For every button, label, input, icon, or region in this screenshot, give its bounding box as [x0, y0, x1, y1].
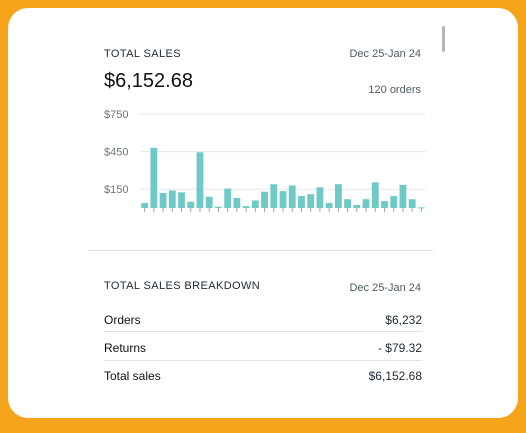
- chart-bar: [224, 188, 232, 208]
- chart-bar: [242, 206, 250, 208]
- total-sales-section: TOTAL SALES Dec 25-Jan 24 $6,152.68 120 …: [88, 8, 433, 251]
- chart-bar: [325, 202, 333, 208]
- chart-bar: [288, 185, 296, 208]
- chart-bar: [408, 199, 416, 208]
- chart-y-axis: $750 $450 $150: [104, 109, 128, 196]
- orders-count: 120 orders: [368, 84, 421, 96]
- chart-y-tick-label: $150: [104, 184, 128, 196]
- chart-bar: [215, 206, 222, 208]
- chart-bar: [334, 184, 342, 208]
- breakdown-divider: [104, 331, 422, 332]
- breakdown-value: $6,232: [385, 313, 422, 327]
- breakdown-row-total-sales: Total sales $6,152.68: [104, 369, 422, 397]
- sales-report-panel: TOTAL SALES Dec 25-Jan 24 $6,152.68 120 …: [88, 8, 444, 418]
- chart-bar: [270, 184, 278, 208]
- sales-bar-chart: $750 $450 $150: [104, 109, 426, 212]
- breakdown-row-returns: Returns - $79.32: [104, 341, 422, 369]
- breakdown-title: TOTAL SALES BREAKDOWN: [104, 280, 261, 292]
- chart-bar: [381, 201, 388, 208]
- chart-bar: [159, 192, 167, 208]
- chart-bar: [353, 204, 361, 208]
- chart-y-tick-label: $750: [104, 109, 128, 121]
- chart-y-tick-label: $450: [104, 147, 128, 159]
- chart-bar: [371, 182, 379, 208]
- breakdown-value: $6,152.68: [368, 369, 422, 383]
- chart-gridlines: [140, 113, 426, 190]
- chart-bars: [141, 147, 425, 209]
- chart-bar: [279, 191, 287, 208]
- chart-bar: [205, 196, 213, 208]
- chart-bar: [316, 187, 324, 208]
- chart-bar: [344, 199, 351, 208]
- breakdown-label: Total sales: [104, 369, 161, 383]
- chart-bar: [141, 202, 149, 208]
- chart-bar: [251, 200, 259, 208]
- total-sales-value: $6,152.68: [104, 70, 193, 92]
- breakdown-label: Orders: [104, 313, 141, 327]
- chart-bar: [417, 207, 425, 209]
- breakdown-label: Returns: [104, 341, 147, 355]
- breakdown-row-orders: Orders $6,232: [104, 313, 422, 341]
- total-sales-date-range[interactable]: Dec 25-Jan 24: [349, 48, 421, 60]
- chart-bar: [187, 201, 195, 208]
- chart-x-axis: [144, 208, 422, 212]
- chart-bar: [390, 196, 398, 208]
- chart-bar: [168, 190, 176, 208]
- chart-bar: [178, 192, 185, 208]
- total-sales-title: TOTAL SALES: [104, 48, 181, 60]
- content-background: TOTAL SALES Dec 25-Jan 24 $6,152.68 120 …: [8, 8, 518, 418]
- breakdown-value: - $79.32: [377, 341, 422, 355]
- breakdown-date-range[interactable]: Dec 25-Jan 24: [349, 282, 421, 294]
- chart-bar: [261, 191, 268, 208]
- chart-bar: [150, 147, 158, 208]
- breakdown-divider: [104, 360, 422, 361]
- chart-bar: [399, 184, 407, 208]
- sales-breakdown-section: TOTAL SALES BREAKDOWN Dec 25-Jan 24 Orde…: [88, 251, 433, 411]
- chart-bar: [298, 196, 305, 208]
- chart-bar: [307, 194, 315, 208]
- chart-bar: [196, 152, 204, 208]
- chart-bar: [362, 199, 370, 208]
- scrollbar-thumb[interactable]: [442, 26, 445, 52]
- chart-bar: [233, 197, 241, 208]
